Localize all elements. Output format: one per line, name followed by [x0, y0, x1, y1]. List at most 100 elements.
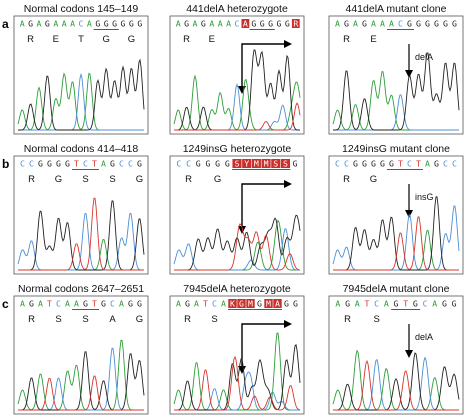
amino-acid: R [27, 34, 34, 45]
row-label: a [2, 17, 9, 31]
down-arrow-head [405, 210, 413, 218]
panel-frame [169, 15, 305, 135]
base-letter: T [403, 299, 408, 309]
base-letter: C [212, 299, 217, 309]
base-letter: A [384, 299, 389, 309]
base-letter: S [273, 159, 278, 169]
amino-acid: T [78, 34, 84, 45]
trace-g [333, 352, 460, 411]
base-letter: G [268, 19, 273, 29]
base-letter: G [389, 159, 394, 169]
panel-title: 1249insG heterozygote [183, 143, 292, 155]
elbow-arrow-head-right [284, 40, 292, 48]
amino-acid: S [55, 314, 61, 325]
trace-g [333, 196, 459, 271]
base-letter: G [293, 299, 298, 309]
base-letter: G [95, 19, 100, 29]
base-letter: G [137, 159, 142, 169]
down-arrow-icon: delA [405, 44, 433, 78]
trace-c [332, 205, 460, 271]
base-letter: G [110, 159, 115, 169]
base-letter: G [205, 159, 210, 169]
base-letter: G [137, 299, 142, 309]
base-letter: C [110, 299, 115, 309]
amino-acid: E [370, 34, 376, 45]
mutation-highlight [246, 299, 255, 308]
base-letter: G [47, 159, 52, 169]
base-letter: A [101, 159, 106, 169]
base-letter: A [425, 159, 430, 169]
panel-title: 1249insG mutant clone [342, 143, 450, 155]
base-letter: A [355, 299, 360, 309]
base-letter: C [443, 159, 448, 169]
base-letter: G [293, 159, 298, 169]
trace-t [174, 102, 301, 131]
trace-t [333, 216, 459, 271]
trace-a [17, 339, 144, 411]
base-letter: M [264, 159, 269, 169]
base-letter: G [257, 299, 262, 309]
mutation-highlight [280, 159, 291, 168]
base-letter: G [362, 159, 367, 169]
base-letter: T [203, 299, 208, 309]
base-letter: C [79, 19, 84, 29]
trace-g [174, 343, 301, 411]
panel-title: Normal codons 414–418 [24, 143, 139, 155]
base-letter: T [416, 159, 421, 169]
amino-acid: R [28, 174, 35, 185]
mutation-highlight [261, 159, 271, 168]
amino-acid: R [184, 314, 191, 325]
mutation-highlight [273, 299, 282, 308]
base-letter: S [283, 159, 288, 169]
elbow-arrow-head-right [284, 180, 292, 188]
base-letter: C [452, 159, 457, 169]
trace-t [174, 223, 301, 271]
amino-acid: S [373, 314, 379, 325]
base-letter: C [176, 159, 181, 169]
amino-acid: G [136, 314, 143, 325]
base-letter: G [104, 19, 109, 29]
base-letter: G [185, 299, 190, 309]
elbow-arrow-head-right [284, 320, 292, 328]
base-letter: G [251, 19, 256, 29]
mutation-highlight [228, 299, 237, 308]
trace-g [18, 351, 145, 411]
elbow-arrow-head-down [238, 226, 246, 234]
base-letter: G [443, 19, 448, 29]
panel-title: Normal codons 2647–2651 [18, 283, 144, 295]
base-letter: C [374, 299, 379, 309]
base-letter: M [266, 299, 271, 309]
elbow-arrow-line [241, 183, 286, 228]
amino-acid: A [109, 314, 116, 325]
base-letter: G [413, 299, 418, 309]
base-letter: G [394, 299, 399, 309]
base-letter: A [389, 19, 394, 29]
base-letter: A [380, 19, 385, 29]
mutation-highlight [237, 299, 246, 308]
trace-t [174, 355, 301, 411]
mutation-highlight [271, 159, 281, 168]
base-letter: G [128, 299, 133, 309]
base-letter: A [221, 299, 226, 309]
base-letter: G [407, 19, 412, 29]
base-letter: C [423, 299, 428, 309]
base-letter: G [65, 159, 70, 169]
base-letter: G [344, 19, 349, 29]
base-letter: G [38, 159, 43, 169]
trace-t [18, 197, 144, 271]
elbow-arrow-icon [238, 320, 292, 374]
base-letter: G [380, 159, 385, 169]
base-letter: A [38, 299, 43, 309]
base-letter: G [101, 299, 106, 309]
base-letter: A [193, 19, 198, 29]
amino-acid: R [183, 34, 190, 45]
